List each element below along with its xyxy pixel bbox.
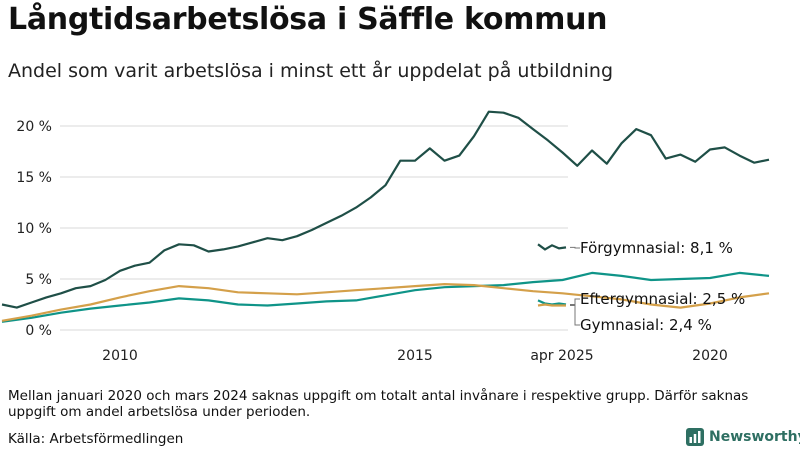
- x-tick-label: 2020: [692, 348, 728, 364]
- end-label-gymnasial: Gymnasial: 2,4 %: [580, 316, 712, 334]
- chart-title: Långtidsarbetslösa i Säffle kommun: [8, 2, 608, 37]
- end-label-forgymnasial: Förgymnasial: 8,1 %: [580, 239, 733, 257]
- x-tick-label: apr 2025: [530, 348, 593, 364]
- bar-chart-icon: [686, 428, 704, 446]
- series-line-gymnasial: [1, 283, 770, 322]
- x-tick-label: 2015: [397, 348, 433, 364]
- x-tick-label: 2010: [102, 348, 138, 364]
- y-tick-label: 5 %: [25, 272, 52, 288]
- line-chart: 0 % 5 % 10 % 15 % 20 % 2010 2015 2020 apr 2025 Fö…: [1, 110, 770, 364]
- brand-name: Newsworthy: [709, 429, 800, 445]
- newsworthy-logo[interactable]: Newsworthy: [686, 428, 800, 446]
- end-label-eftergymnasial: Eftergymnasial: 2,5 %: [580, 290, 745, 308]
- series-line-forgymnasial: [1, 110, 770, 309]
- latest-line-gymnasial: [537, 303, 566, 307]
- latest-line-forgymnasial: [537, 243, 567, 251]
- series-line-eftergymnasial: [1, 271, 770, 323]
- label-connector: [570, 246, 580, 249]
- source-text: Källa: Arbetsförmedlingen: [8, 431, 184, 447]
- y-tick-label: 10 %: [16, 221, 52, 237]
- label-connector: [570, 298, 580, 305]
- y-tick-label: 0 %: [25, 323, 52, 339]
- label-connector: [570, 305, 580, 326]
- y-tick-label: 20 %: [16, 119, 52, 135]
- y-tick-label: 15 %: [16, 170, 52, 186]
- chart-subtitle: Andel som varit arbetslösa i minst ett å…: [8, 60, 614, 82]
- footnote: Mellan januari 2020 och mars 2024 saknas…: [8, 388, 749, 420]
